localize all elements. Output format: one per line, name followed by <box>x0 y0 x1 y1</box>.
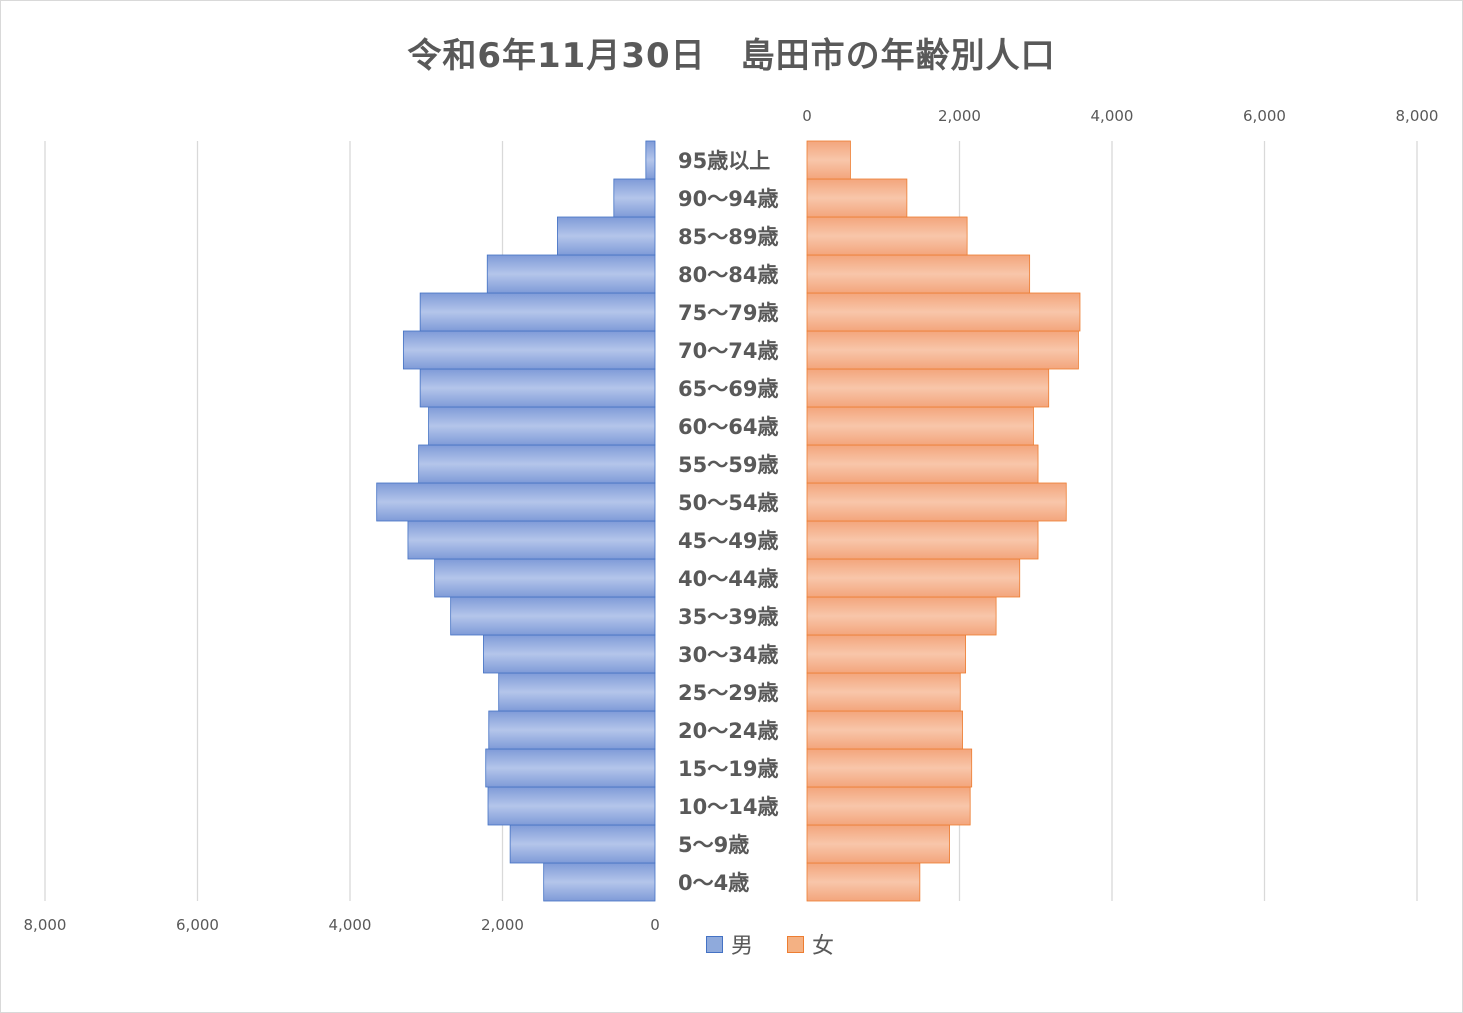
category-label-12: 60～64歳 <box>678 415 778 439</box>
category-label-3: 15～19歳 <box>678 757 778 781</box>
bar-female-1 <box>806 824 950 864</box>
legend: 男 女 <box>706 928 834 960</box>
bar-female-8 <box>806 558 1021 598</box>
category-label-5: 25～29歳 <box>678 681 778 705</box>
bar-male-9 <box>407 520 656 560</box>
tick-label-right-0: 0 <box>802 107 812 125</box>
tick-label-left-6000: 6,000 <box>176 916 219 934</box>
legend-swatch-male <box>706 935 723 953</box>
bar-male-10 <box>376 482 656 522</box>
bar-male-4 <box>488 710 656 750</box>
category-label-13: 65～69歳 <box>678 377 778 401</box>
tick-label-left-2000: 2,000 <box>481 916 524 934</box>
tick-label-left-8000: 8,000 <box>24 916 67 934</box>
category-label-9: 45～49歳 <box>678 529 778 553</box>
bar-female-13 <box>806 368 1050 408</box>
bar-male-0 <box>543 862 656 902</box>
bar-male-19 <box>645 140 656 180</box>
category-label-7: 35～39歳 <box>678 605 778 629</box>
bar-female-11 <box>806 444 1039 484</box>
chart-title: 令和6年11月30日 島田市の年齢別人口 <box>407 36 1056 76</box>
bar-female-15 <box>806 292 1081 332</box>
category-label-8: 40～44歳 <box>678 567 778 591</box>
bar-male-11 <box>418 444 656 484</box>
tick-label-left-0: 0 <box>650 916 660 934</box>
bar-male-16 <box>486 254 656 294</box>
bar-male-2 <box>487 786 656 826</box>
category-label-1: 5～9歳 <box>678 833 749 857</box>
category-label-0: 0～4歳 <box>678 871 749 895</box>
bar-female-14 <box>806 330 1079 370</box>
legend-item-male: 男 <box>706 928 753 960</box>
category-label-2: 10～14歳 <box>678 795 778 819</box>
bar-male-3 <box>485 748 656 788</box>
bar-female-2 <box>806 786 971 826</box>
bar-male-7 <box>450 596 656 636</box>
bar-male-15 <box>419 292 656 332</box>
category-label-6: 30～34歳 <box>678 643 778 667</box>
bar-male-6 <box>483 634 656 674</box>
tick-label-right-6000: 6,000 <box>1243 107 1286 125</box>
category-label-18: 90～94歳 <box>678 187 778 211</box>
legend-swatch-female <box>787 935 805 953</box>
bar-female-12 <box>806 406 1034 446</box>
tick-label-left-4000: 4,000 <box>329 916 372 934</box>
category-label-15: 75～79歳 <box>678 301 778 325</box>
bar-male-14 <box>402 330 656 370</box>
bar-female-3 <box>806 748 973 788</box>
tick-label-right-2000: 2,000 <box>938 107 981 125</box>
bar-female-16 <box>806 254 1031 294</box>
legend-label-male: 男 <box>731 934 754 959</box>
bar-male-17 <box>557 216 656 256</box>
bar-female-10 <box>806 482 1067 522</box>
bar-male-12 <box>428 406 656 446</box>
category-label-19: 95歳以上 <box>678 149 770 173</box>
tick-label-right-8000: 8,000 <box>1396 107 1439 125</box>
category-label-16: 80～84歳 <box>678 263 778 287</box>
bar-female-6 <box>806 634 967 674</box>
bar-male-18 <box>613 178 656 218</box>
category-label-14: 70～74歳 <box>678 339 778 363</box>
bar-female-17 <box>806 216 968 256</box>
bar-female-18 <box>806 178 908 218</box>
tick-label-right-4000: 4,000 <box>1091 107 1134 125</box>
bar-male-13 <box>419 368 656 408</box>
bar-female-9 <box>806 520 1039 560</box>
bar-female-4 <box>806 710 963 750</box>
bar-male-8 <box>434 558 656 598</box>
bar-male-5 <box>498 672 656 712</box>
bar-female-0 <box>806 862 921 902</box>
category-label-17: 85～89歳 <box>678 225 778 249</box>
category-label-4: 20～24歳 <box>678 719 778 743</box>
bar-female-19 <box>806 140 851 180</box>
legend-item-female: 女 <box>787 928 834 960</box>
bar-female-5 <box>806 672 961 712</box>
category-label-11: 55～59歳 <box>678 453 778 477</box>
legend-label-female: 女 <box>812 934 835 959</box>
bar-female-7 <box>806 596 997 636</box>
bar-male-1 <box>509 824 656 864</box>
category-label-10: 50～54歳 <box>678 491 778 515</box>
